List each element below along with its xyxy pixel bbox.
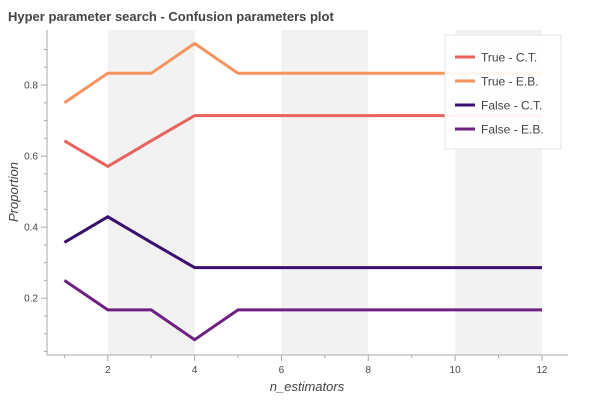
x-axis-label: n_estimators xyxy=(270,379,345,394)
legend-label: False - E.B. xyxy=(481,123,544,137)
y-tick-label: 0.6 xyxy=(24,152,38,163)
axes xyxy=(46,30,568,356)
legend: True - C.T. True - E.B. False - C.T. False … xyxy=(444,34,562,150)
legend-label: True - E.B. xyxy=(481,75,539,89)
series-line-2 xyxy=(63,215,542,270)
x-tick-label: 4 xyxy=(192,365,198,376)
y-axis-label: Proportion xyxy=(6,162,21,222)
x-tick-label: 8 xyxy=(366,365,372,376)
chart-title: Hyper parameter search - Confusion param… xyxy=(8,9,334,24)
series-line-3 xyxy=(63,279,542,342)
x-tick-label: 6 xyxy=(279,365,285,376)
y-tick-label: 0.4 xyxy=(24,223,38,234)
legend-label: False - C.T. xyxy=(481,99,542,113)
legend-label: True - C.T. xyxy=(481,51,537,65)
x-tick-label: 2 xyxy=(105,365,111,376)
x-tick-label: 10 xyxy=(450,365,462,376)
shaded-band-1 xyxy=(281,30,369,355)
y-tick-label: 0.8 xyxy=(24,81,38,92)
shaded-band-0 xyxy=(107,30,195,355)
x-tick-label: 12 xyxy=(536,365,548,376)
y-tick-label: 0.2 xyxy=(24,294,38,305)
ticks: 2 4 6 8 10 12 0.2 0.4 0.6 0.8 xyxy=(24,49,548,376)
